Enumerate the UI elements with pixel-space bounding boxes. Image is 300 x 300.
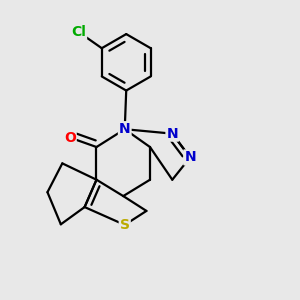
Text: N: N <box>167 127 178 141</box>
Text: N: N <box>184 150 196 164</box>
Text: O: O <box>64 130 76 145</box>
Text: S: S <box>120 218 130 232</box>
Text: N: N <box>119 122 130 136</box>
Text: Cl: Cl <box>71 25 86 39</box>
